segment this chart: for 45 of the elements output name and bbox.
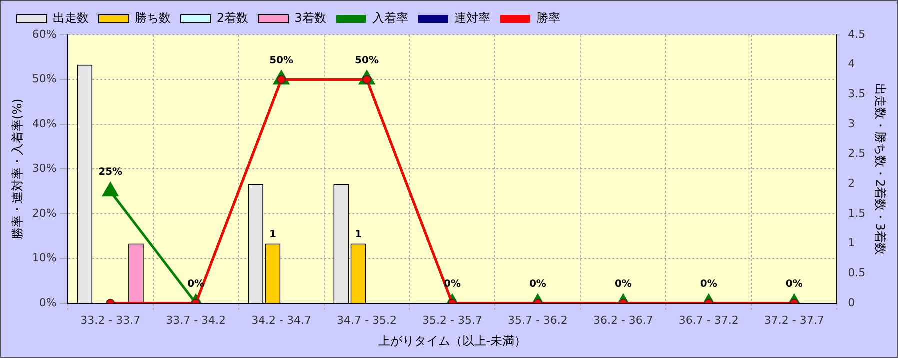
x-tick-label: 34.2 - 34.7 xyxy=(252,314,312,327)
y2-tick-label: 3 xyxy=(848,117,856,130)
legend-label: 入着率 xyxy=(372,11,408,26)
data-label: 25% xyxy=(98,167,123,178)
y-tick-label: 50% xyxy=(32,72,57,86)
legend-label: 2着数 xyxy=(217,11,249,26)
legend-label: 勝ち数 xyxy=(135,11,171,26)
x-tick-label: 37.2 - 37.7 xyxy=(764,314,824,327)
data-label: 1 xyxy=(354,229,362,240)
y-axis-title: 勝率・連対率・入着率(%) xyxy=(10,98,24,240)
y2-tick-label: 0.5 xyxy=(848,266,866,280)
x-axis-title: 上がりタイム（以上-未満） xyxy=(378,334,527,348)
y2-tick-label: 4 xyxy=(848,58,856,71)
data-label: 0% xyxy=(700,278,718,290)
y-tick-label: 60% xyxy=(32,28,57,41)
y-tick-label: 40% xyxy=(32,117,57,130)
x-tick-label: 35.2 - 35.7 xyxy=(422,314,482,327)
legend-label: 出走数 xyxy=(53,11,89,26)
data-label: 0% xyxy=(529,278,546,290)
y2-axis-title: 出走数・勝ち数・2着数・3着数 xyxy=(874,84,888,255)
y2-tick-label: 0 xyxy=(848,296,856,310)
legend-label: 連対率 xyxy=(454,11,490,26)
x-tick-label: 33.2 - 33.7 xyxy=(80,314,141,327)
x-tick-label: 33.7 - 34.2 xyxy=(166,314,226,327)
y2-tick-label: 2.5 xyxy=(848,147,866,160)
y-tick-label: 20% xyxy=(32,206,57,220)
y2-tick-label: 4.5 xyxy=(848,28,866,41)
y2-tick-label: 2 xyxy=(848,176,856,190)
x-tick-label: 36.7 - 37.2 xyxy=(678,314,739,327)
data-label: 50% xyxy=(355,55,379,66)
y2-tick-label: 1 xyxy=(848,236,856,250)
data-label: 0% xyxy=(614,278,632,290)
x-tick-label: 35.7 - 36.2 xyxy=(508,314,568,327)
data-label: 1 xyxy=(270,229,276,240)
data-label: 50% xyxy=(270,55,294,66)
y-tick-label: 0% xyxy=(39,296,57,310)
legend-label: 勝率 xyxy=(536,11,560,26)
y2-tick-label: 1.5 xyxy=(848,206,866,220)
legend-label: 3着数 xyxy=(294,11,326,26)
data-label: 0% xyxy=(786,278,803,290)
y-tick-label: 10% xyxy=(32,252,57,265)
y2-tick-label: 3.5 xyxy=(848,88,866,101)
x-tick-label: 34.7 - 35.2 xyxy=(337,314,397,327)
x-tick-label: 36.2 - 36.7 xyxy=(593,314,654,327)
y-tick-label: 30% xyxy=(32,162,57,176)
